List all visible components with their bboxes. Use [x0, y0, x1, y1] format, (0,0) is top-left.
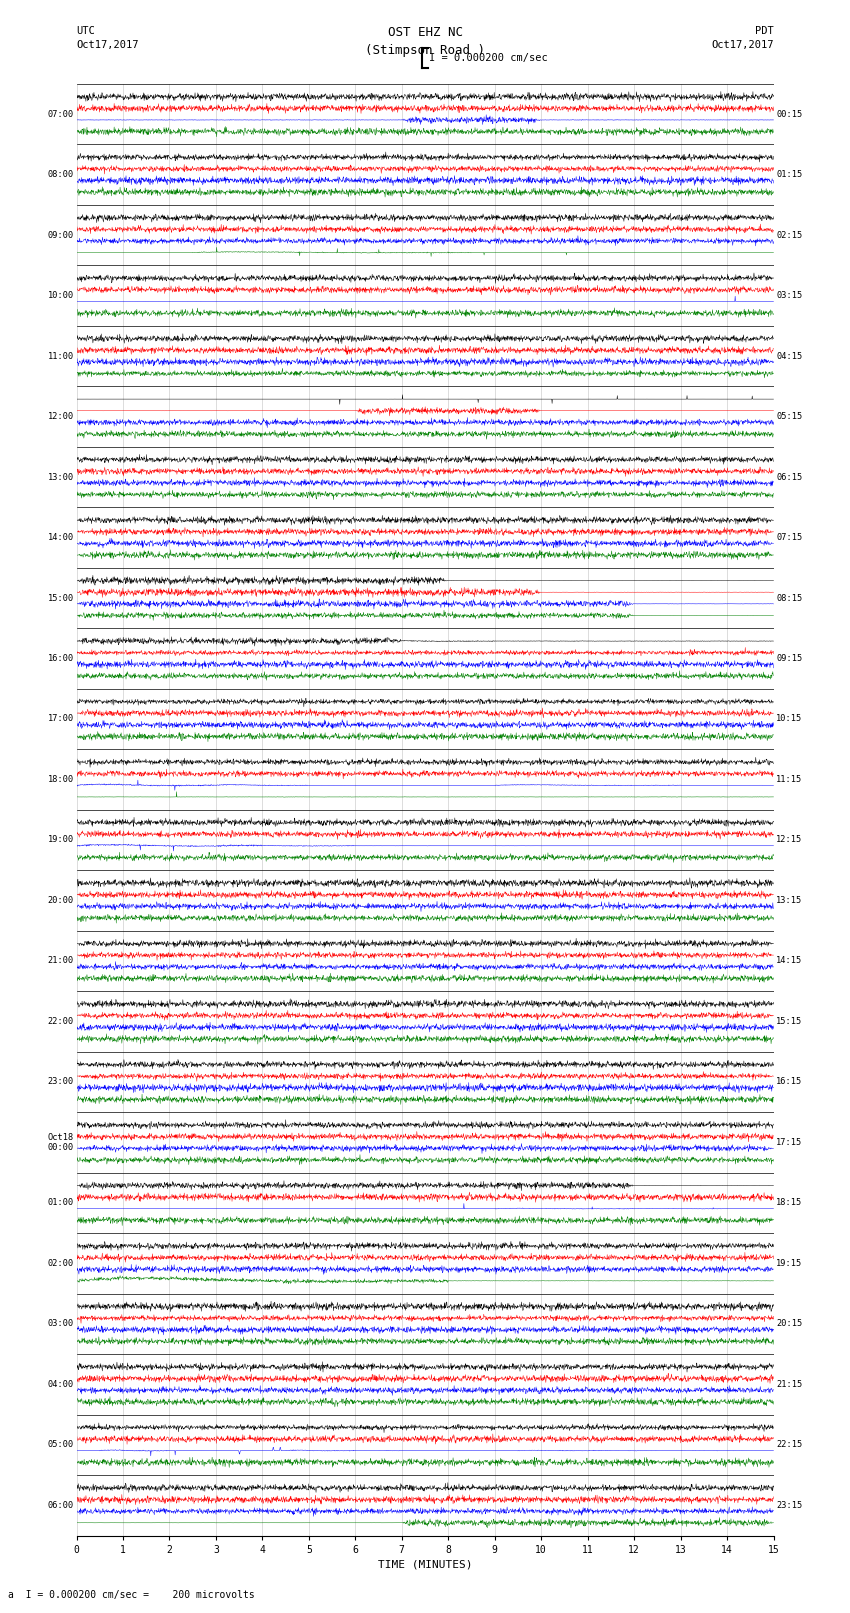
Text: 18:15: 18:15: [776, 1198, 802, 1208]
Text: 03:15: 03:15: [776, 290, 802, 300]
Text: 03:00: 03:00: [48, 1319, 74, 1329]
Text: 22:00: 22:00: [48, 1016, 74, 1026]
Text: 20:00: 20:00: [48, 895, 74, 905]
Text: UTC
Oct17,2017: UTC Oct17,2017: [76, 26, 139, 50]
Text: 01:00: 01:00: [48, 1198, 74, 1208]
Text: 19:00: 19:00: [48, 836, 74, 845]
Text: 11:15: 11:15: [776, 774, 802, 784]
Text: 05:15: 05:15: [776, 411, 802, 421]
Text: 23:00: 23:00: [48, 1077, 74, 1087]
Text: I = 0.000200 cm/sec: I = 0.000200 cm/sec: [429, 53, 548, 63]
Text: 19:15: 19:15: [776, 1258, 802, 1268]
Text: OST EHZ NC
(Stimpson Road ): OST EHZ NC (Stimpson Road ): [365, 26, 485, 56]
Text: TIME (MINUTES): TIME (MINUTES): [377, 1560, 473, 1569]
Text: Oct18
00:00: Oct18 00:00: [48, 1132, 74, 1152]
Text: 07:00: 07:00: [48, 110, 74, 119]
Text: 13:15: 13:15: [776, 895, 802, 905]
Text: 14:15: 14:15: [776, 957, 802, 966]
Text: 07:15: 07:15: [776, 532, 802, 542]
Text: 02:00: 02:00: [48, 1258, 74, 1268]
Text: 04:15: 04:15: [776, 352, 802, 361]
Text: 11:00: 11:00: [48, 352, 74, 361]
Text: 15:00: 15:00: [48, 594, 74, 603]
Text: 09:00: 09:00: [48, 231, 74, 240]
Text: 13:00: 13:00: [48, 473, 74, 482]
Text: 20:15: 20:15: [776, 1319, 802, 1329]
Text: 15:15: 15:15: [776, 1016, 802, 1026]
Text: 12:15: 12:15: [776, 836, 802, 845]
Text: 05:00: 05:00: [48, 1440, 74, 1450]
Text: 21:15: 21:15: [776, 1379, 802, 1389]
Text: 08:15: 08:15: [776, 594, 802, 603]
Text: 14:00: 14:00: [48, 532, 74, 542]
Text: 10:00: 10:00: [48, 290, 74, 300]
Text: a  I = 0.000200 cm/sec =    200 microvolts: a I = 0.000200 cm/sec = 200 microvolts: [8, 1590, 255, 1600]
Text: 17:00: 17:00: [48, 715, 74, 724]
Text: 22:15: 22:15: [776, 1440, 802, 1450]
Text: 02:15: 02:15: [776, 231, 802, 240]
Text: 00:15: 00:15: [776, 110, 802, 119]
Text: 01:15: 01:15: [776, 169, 802, 179]
Text: 21:00: 21:00: [48, 957, 74, 966]
Text: 16:15: 16:15: [776, 1077, 802, 1087]
Text: 06:00: 06:00: [48, 1500, 74, 1510]
Text: 23:15: 23:15: [776, 1500, 802, 1510]
Text: 12:00: 12:00: [48, 411, 74, 421]
Text: 17:15: 17:15: [776, 1137, 802, 1147]
Text: 09:15: 09:15: [776, 653, 802, 663]
Text: 10:15: 10:15: [776, 715, 802, 724]
Text: 18:00: 18:00: [48, 774, 74, 784]
Text: 06:15: 06:15: [776, 473, 802, 482]
Text: 04:00: 04:00: [48, 1379, 74, 1389]
Text: 16:00: 16:00: [48, 653, 74, 663]
Text: PDT
Oct17,2017: PDT Oct17,2017: [711, 26, 774, 50]
Text: 08:00: 08:00: [48, 169, 74, 179]
